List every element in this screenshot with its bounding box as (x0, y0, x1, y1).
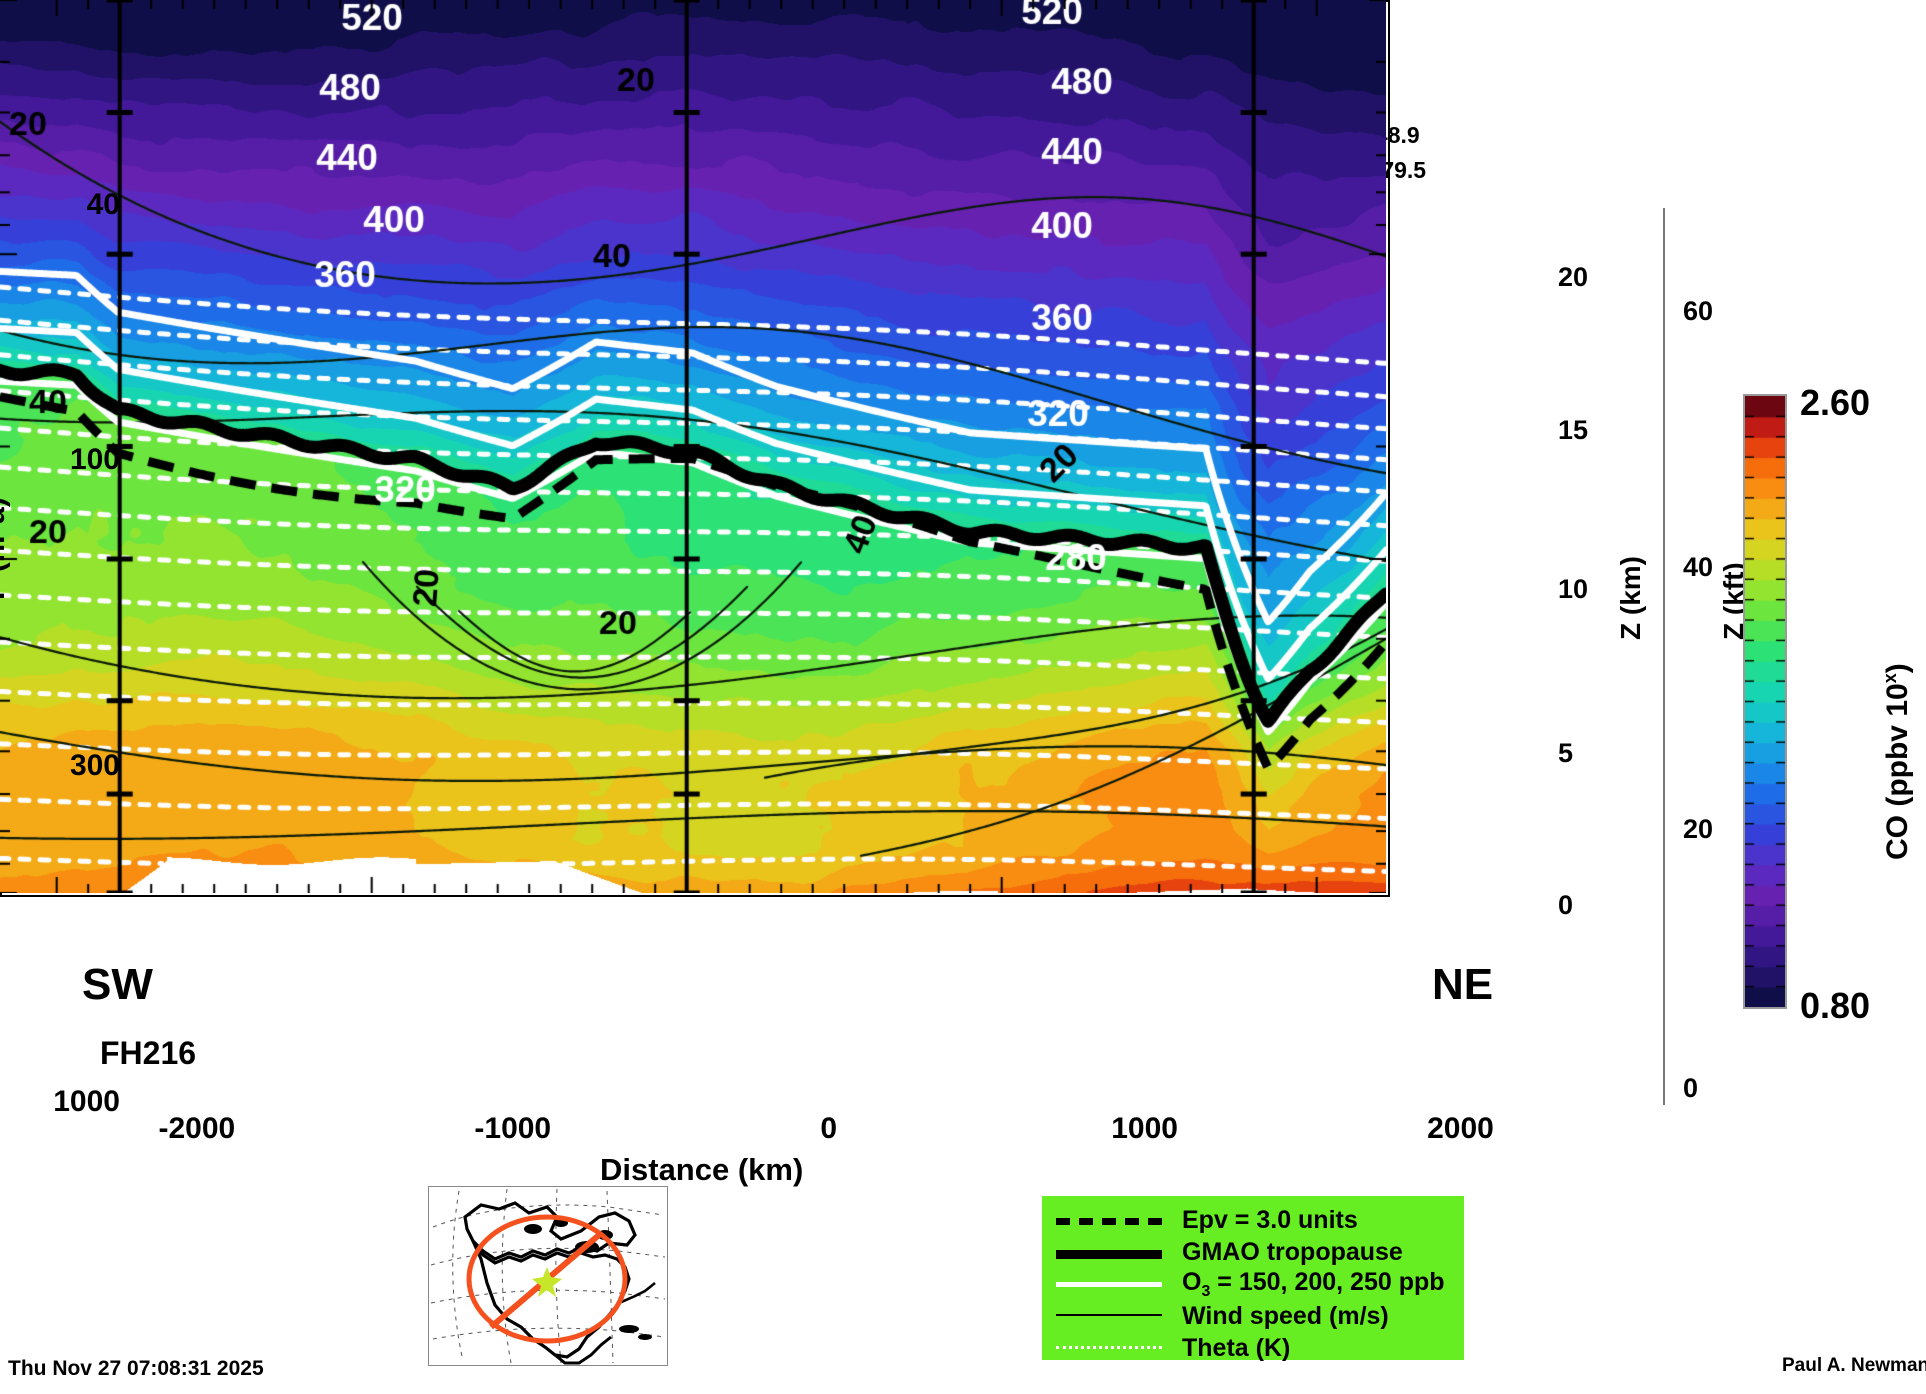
legend-item[interactable]: GMAO tropopause (1042, 1236, 1464, 1268)
z-kft-tick-label: 40 (1683, 552, 1714, 582)
range-circle (466, 1214, 628, 1344)
inset-map-svg (430, 1188, 666, 1365)
z-km-tick-label: 5 (1558, 738, 1574, 768)
legend-item[interactable]: Wind speed (m/s) (1042, 1300, 1464, 1332)
sw-end-label: SW (82, 960, 153, 1009)
forecast-hour-label: FH216 (100, 1035, 197, 1071)
legend-label: GMAO tropopause (1182, 1237, 1403, 1266)
y-tick-label: 1000 (53, 1085, 120, 1118)
legend-label: O3 = 150, 200, 250 ppb (1182, 1267, 1445, 1300)
station-marker (532, 1267, 562, 1297)
colorbar (1743, 394, 1787, 1009)
colorbar-axis-label: CO (ppbv 10x) (1880, 663, 1914, 860)
x-tick-label: -2000 (158, 1112, 236, 1145)
legend-symbol-dashed-black (1042, 1204, 1174, 1236)
legend-symbol-white-solid (1042, 1268, 1174, 1300)
legend-label: Theta (K) (1182, 1333, 1291, 1362)
contour-canvas (0, 0, 1386, 893)
y-tick-label: 40 (86, 188, 120, 221)
x-tick-label: 1000 (1111, 1112, 1178, 1145)
legend-item[interactable]: O3 = 150, 200, 250 ppb (1042, 1268, 1464, 1300)
x-tick-label: -1000 (474, 1112, 552, 1145)
legend-symbol-thin-black (1042, 1300, 1174, 1332)
ne-end-label: NE (1432, 960, 1494, 1009)
x-tick-label: 2000 (1427, 1112, 1494, 1145)
z-km-tick-label: 20 (1558, 262, 1589, 292)
legend-label: Wind speed (m/s) (1182, 1301, 1389, 1330)
x-axis-label: Distance (km) (600, 1152, 804, 1187)
z-kft-tick-label: 20 (1683, 814, 1714, 844)
legend-item[interactable]: Theta (K) (1042, 1332, 1464, 1364)
legend-item[interactable]: Epv = 3.0 units (1042, 1204, 1464, 1236)
credit-label: Paul A. Newman (NASA (1782, 1355, 1926, 1376)
y-axis-label: P (hPa) (0, 497, 11, 600)
z-kft-tick-label: 0 (1683, 1073, 1699, 1103)
legend-label: Epv = 3.0 units (1182, 1205, 1358, 1234)
z-km-tick-label: 15 (1558, 415, 1589, 445)
legend-symbol-thick-black (1042, 1236, 1174, 1268)
z-kft-tick-label: 60 (1683, 296, 1714, 326)
z-km-tick-label: 0 (1558, 890, 1574, 920)
z-kft-axis-line (1663, 208, 1665, 1105)
generation-timestamp: Thu Nov 27 07:08:31 2025 (8, 1357, 264, 1380)
x-tick-label: 0 (820, 1112, 838, 1145)
colorbar-min-label: 0.80 (1800, 985, 1871, 1026)
inset-locator-map[interactable] (428, 1186, 668, 1366)
colorbar-max-label: 2.60 (1800, 382, 1871, 423)
legend-box[interactable]: Epv = 3.0 units GMAO tropopause O3 = 150, … (1042, 1196, 1464, 1362)
legend-symbol-white-dotted (1042, 1332, 1174, 1364)
z-km-tick-label: 10 (1558, 574, 1589, 604)
cross-section-plot[interactable] (0, 0, 1390, 897)
y-tick-label: 100 (69, 443, 120, 477)
y-tick-label: 300 (69, 749, 120, 783)
z-km-axis-label: Z (km) (1615, 556, 1646, 640)
